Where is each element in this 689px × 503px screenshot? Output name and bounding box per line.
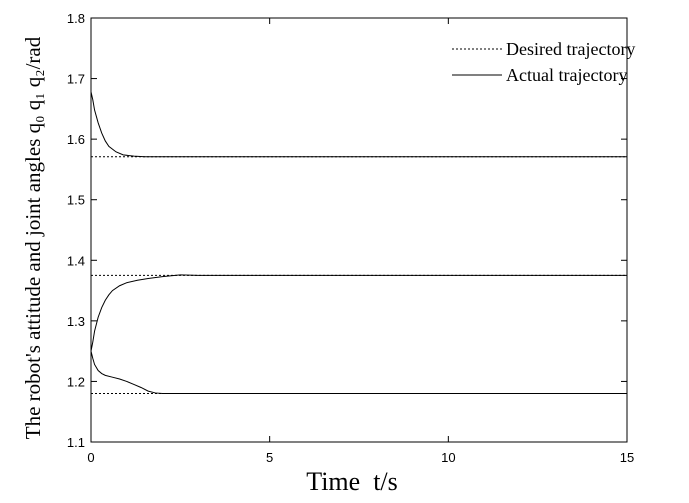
legend-label-desired: Desired trajectory	[506, 39, 635, 59]
y-tick-label: 1.4	[67, 253, 85, 268]
x-axis-label: Time t/s	[306, 467, 398, 496]
plot-frame	[90, 17, 628, 443]
x-tick-label: 0	[87, 450, 94, 465]
y-tick-label: 1.1	[67, 435, 85, 450]
series-layer	[90, 91, 627, 395]
legend: Desired trajectory Actual trajectory	[452, 39, 635, 85]
series-actual-trajectory	[90, 91, 627, 395]
y-axis-label: The robot's attitude and joint angles q₀…	[21, 36, 45, 439]
y-tick-label: 1.6	[67, 132, 85, 147]
plot-area	[90, 17, 628, 443]
x-tick-label: 5	[266, 450, 273, 465]
x-tick-label: 10	[441, 450, 455, 465]
series-line-1-1	[90, 274, 627, 352]
y-tick-label: 1.5	[67, 193, 85, 208]
series-line-1-0	[90, 91, 627, 158]
x-tick-label: 15	[620, 450, 634, 465]
series-line-1-2	[90, 351, 627, 395]
y-axis: 1.1 1.2 1.3 1.4 1.5 1.6 1.7 1.8	[67, 11, 627, 450]
y-tick-label: 1.7	[67, 72, 85, 87]
y-tick-label: 1.8	[67, 11, 85, 26]
x-axis: 0 5 10 15	[87, 18, 634, 465]
y-tick-label: 1.3	[67, 314, 85, 329]
y-tick-label: 1.2	[67, 374, 85, 389]
legend-label-actual: Actual trajectory	[506, 65, 627, 85]
